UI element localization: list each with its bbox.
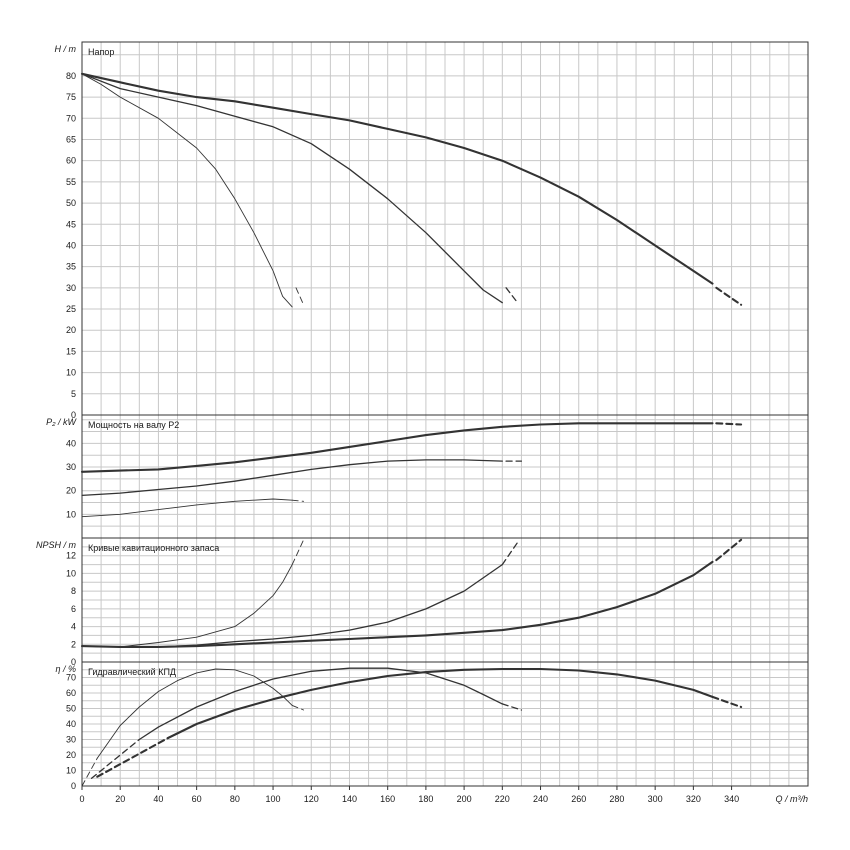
series-extension-thin <box>295 287 305 306</box>
x-tick-label: 40 <box>153 794 163 804</box>
series-line-thick <box>166 667 714 740</box>
y-tick-label: 20 <box>66 486 76 496</box>
y-axis-label: η / % <box>55 664 76 674</box>
series-extension-thin <box>81 757 98 787</box>
y-tick-label: 60 <box>66 156 76 166</box>
y-tick-label: 75 <box>66 92 76 102</box>
y-tick-label: 20 <box>66 325 76 335</box>
y-tick-label: 45 <box>66 219 76 229</box>
series-line-thin <box>81 498 293 518</box>
series-extension-thick <box>711 695 743 709</box>
series-line-thin <box>81 564 293 648</box>
y-tick-label: 0 <box>71 781 76 791</box>
y-tick-label: 8 <box>71 586 76 596</box>
y-axis-label: P₂ / kW <box>46 417 77 427</box>
series-extension-medium <box>501 703 523 711</box>
panel-title: Мощность на валу P2 <box>88 420 179 430</box>
x-tick-label: 140 <box>342 794 357 804</box>
series-line-thick <box>80 72 714 285</box>
x-tick-label: 220 <box>495 794 510 804</box>
x-tick-label: 300 <box>648 794 663 804</box>
y-tick-label: 10 <box>66 368 76 378</box>
series-extension-medium <box>505 287 519 304</box>
y-tick-label: 65 <box>66 134 76 144</box>
y-tick-label: 30 <box>66 283 76 293</box>
series-line-thin <box>96 668 293 759</box>
series-line-thick <box>80 560 714 648</box>
y-tick-label: 12 <box>66 551 76 561</box>
series-extension-thick <box>715 538 743 562</box>
y-tick-label: 2 <box>71 639 76 649</box>
x-tick-label: 180 <box>418 794 433 804</box>
y-tick-label: 0 <box>71 657 76 667</box>
y-tick-label: 60 <box>66 688 76 698</box>
y-tick-label: 5 <box>71 389 76 399</box>
y-tick-label: 40 <box>66 438 76 448</box>
x-tick-label: 160 <box>380 794 395 804</box>
series-line-medium <box>138 667 503 741</box>
y-axis-label: H / m <box>55 44 77 54</box>
frame-layer <box>81 41 809 790</box>
y-tick-label: 55 <box>66 177 76 187</box>
grid-layer <box>82 42 808 786</box>
y-tick-label: 30 <box>66 735 76 745</box>
y-tick-label: 4 <box>71 622 76 632</box>
y-tick-label: 40 <box>66 719 76 729</box>
y-tick-label: 0 <box>71 410 76 420</box>
y-tick-label: 20 <box>66 750 76 760</box>
y-tick-label: 30 <box>66 462 76 472</box>
y-tick-label: 10 <box>66 509 76 519</box>
series-extension-thin <box>291 704 305 711</box>
series-extension-thick <box>715 422 743 426</box>
x-tick-label: 0 <box>79 794 84 804</box>
x-tick-label: 340 <box>724 794 739 804</box>
series-extension-medium <box>501 541 519 566</box>
panel-frame <box>81 661 809 787</box>
series-extension-thick <box>715 286 743 306</box>
x-tick-label: 100 <box>266 794 281 804</box>
x-tick-label: 120 <box>304 794 319 804</box>
series-extension-thick <box>96 736 170 778</box>
x-tick-label: 60 <box>192 794 202 804</box>
y-tick-label: 70 <box>66 113 76 123</box>
y-axis-label: NPSH / m <box>36 540 77 550</box>
y-tick-label: 50 <box>66 704 76 714</box>
series-line-thick <box>80 422 714 473</box>
series-line-medium <box>81 459 503 497</box>
series-layer <box>80 72 743 787</box>
x-tick-label: 280 <box>609 794 624 804</box>
y-tick-label: 35 <box>66 262 76 272</box>
y-tick-label: 50 <box>66 198 76 208</box>
y-tick-label: 6 <box>71 604 76 614</box>
y-tick-label: 70 <box>66 673 76 683</box>
y-tick-label: 10 <box>66 568 76 578</box>
x-tick-label: 20 <box>115 794 125 804</box>
series-extension-medium <box>90 738 140 779</box>
series-line-medium <box>81 73 503 304</box>
y-tick-label: 25 <box>66 304 76 314</box>
x-tick-label: 200 <box>457 794 472 804</box>
panel-title: Напор <box>88 47 114 57</box>
y-tick-label: 80 <box>66 71 76 81</box>
x-axis-label: Q / m³/h <box>775 794 808 804</box>
x-tick-label: 240 <box>533 794 548 804</box>
panel-title: Гидравлический КПД <box>88 667 176 677</box>
y-tick-label: 15 <box>66 346 76 356</box>
x-tick-label: 80 <box>230 794 240 804</box>
series-extension-thin <box>291 539 305 566</box>
y-tick-label: 40 <box>66 240 76 250</box>
x-tick-label: 260 <box>571 794 586 804</box>
y-tick-label: 10 <box>66 766 76 776</box>
series-extension-thin <box>291 499 305 502</box>
panel-title: Кривые кавитационного запаса <box>88 543 219 553</box>
series-line-thin <box>81 73 293 308</box>
x-tick-label: 320 <box>686 794 701 804</box>
